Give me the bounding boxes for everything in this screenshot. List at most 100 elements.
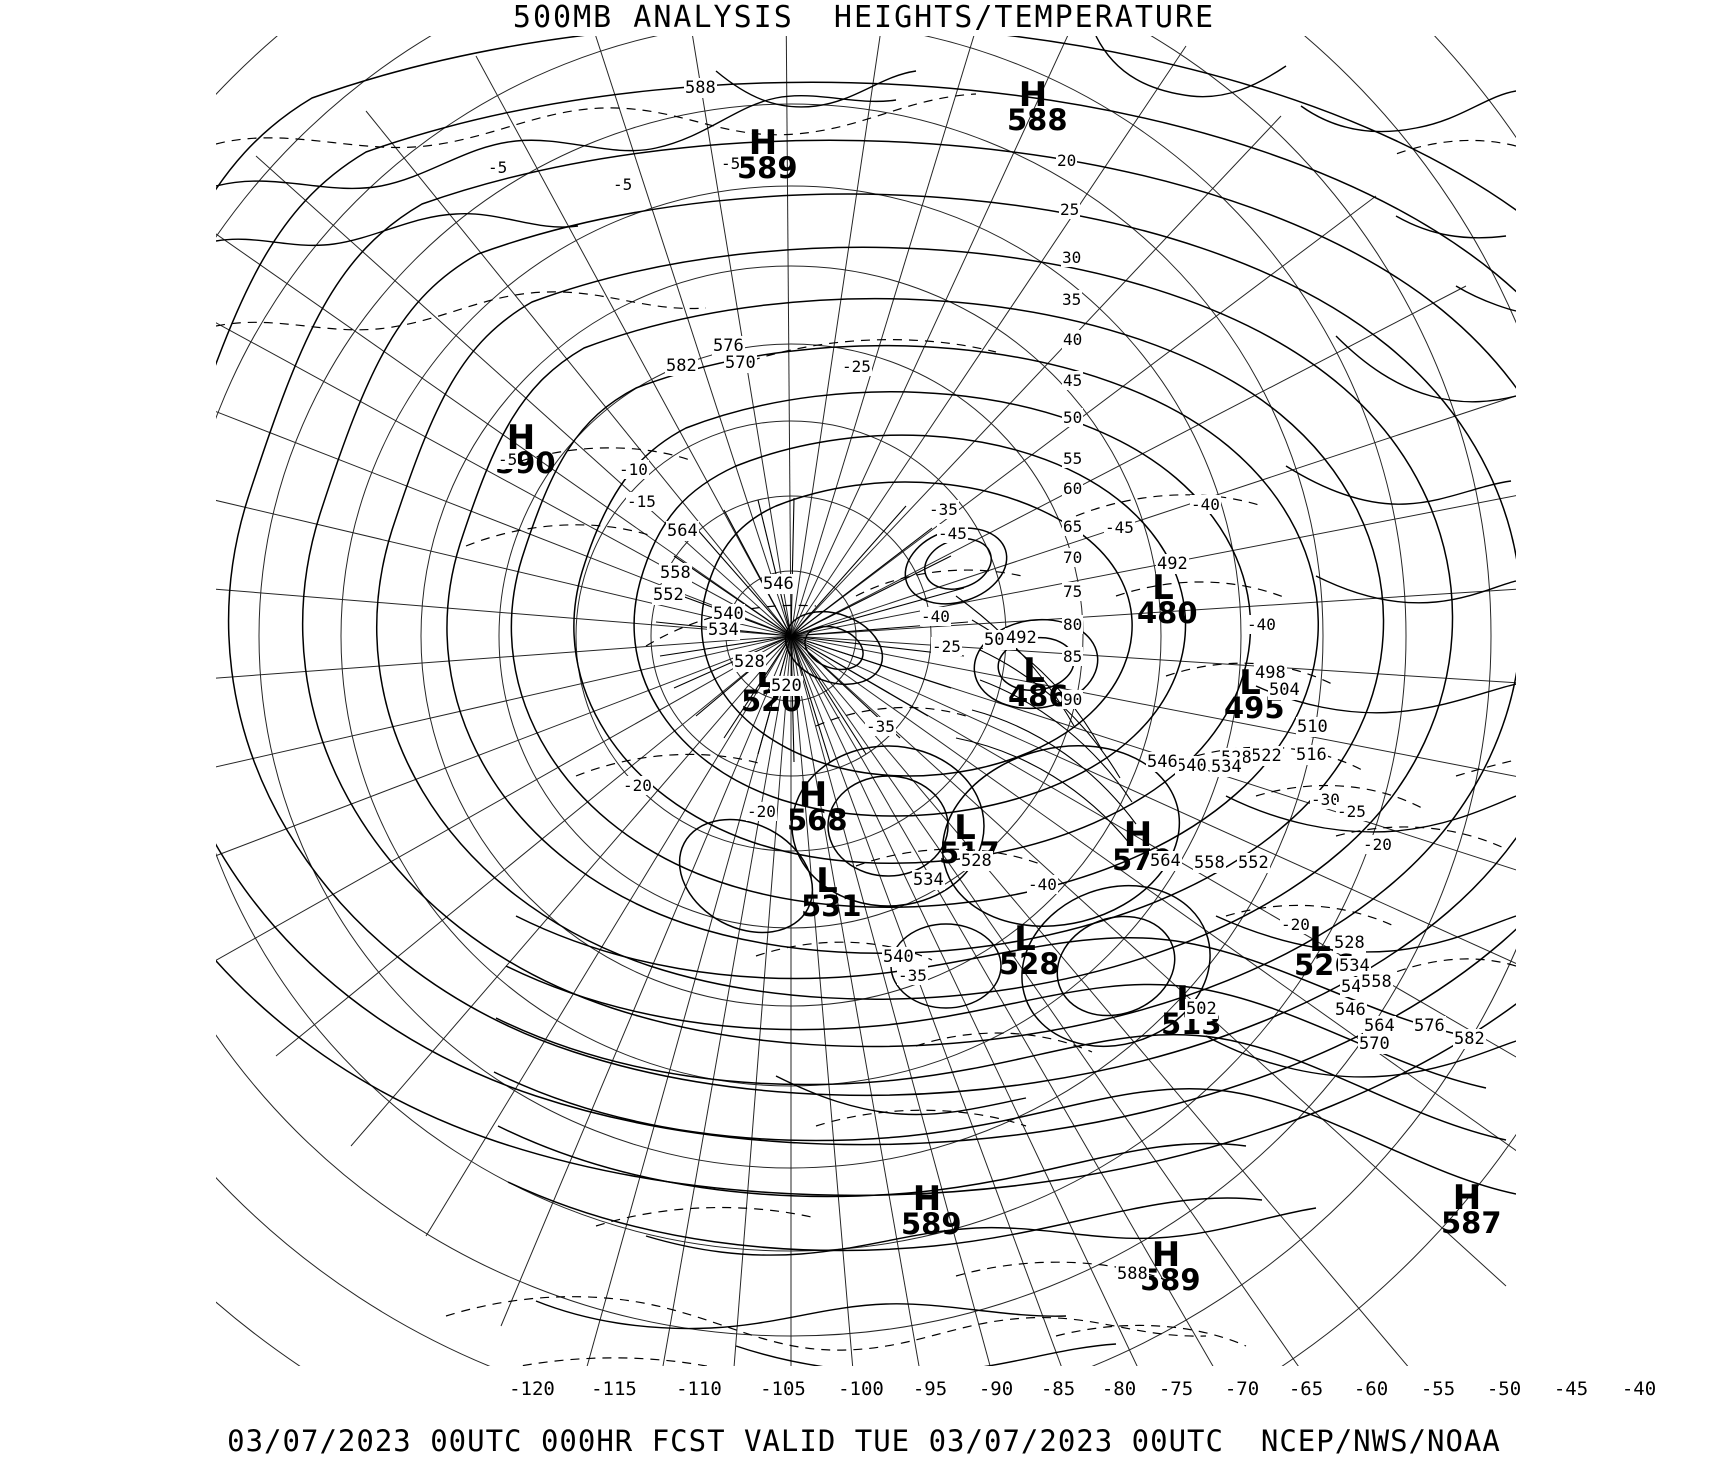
temperature-contour-label: 75 [1062,582,1084,601]
center-symbol: L [816,861,838,901]
center-symbol: H [748,123,778,163]
temperature-contour-label: 85 [1062,647,1084,666]
center-symbol: L [954,808,976,848]
longitude-tick-label: -70 [1224,1378,1260,1400]
height-contour-label: 492 [1156,554,1189,574]
longitude-tick-label: -95 [912,1378,948,1400]
longitude-tick-label: -120 [509,1378,555,1400]
temperature-contour-label: -30 [1310,790,1341,809]
longitude-tick-label: -110 [676,1378,722,1400]
longitude-tick-label: -65 [1288,1378,1324,1400]
center-value: 589 [737,151,798,185]
map-plot-area: H588H589H590L480L486L495L520H568L517H570… [216,36,1516,1366]
height-contour-label: 528 [733,652,766,672]
height-contour-label: 502 [1185,999,1218,1019]
center-symbol: L [1014,919,1036,959]
temperature-contour-label: 30 [1061,248,1083,267]
temperature-contour-label: 80 [1062,615,1084,634]
center-symbol: L [1023,651,1045,691]
longitude-tick-label: -45 [1553,1378,1589,1400]
temperature-contour-label: -45 [937,524,968,543]
temperature-contour-label: 35 [1061,290,1083,309]
height-contour-label: 546 [762,574,795,594]
temperature-contour-label: 55 [1062,449,1084,468]
temperature-contour-label: -45 [1104,518,1135,537]
center-symbol: H [798,775,828,815]
temperature-contour-label: 45 [1062,371,1084,390]
height-contour-label: 516 [1295,745,1328,765]
center-symbol: H [1123,815,1153,855]
longitude-tick-label: -75 [1158,1378,1194,1400]
pressure-center-h-568: H 568 [787,775,848,837]
temperature-contour-label: -35 [928,500,959,519]
pressure-center-h-587: H 587 [1441,1178,1502,1240]
height-contour-label: 492 [1005,628,1038,648]
height-contour-label: 534 [912,870,945,890]
longitude-tick-label: -80 [1101,1378,1137,1400]
height-contour-label: 528 [1333,933,1366,953]
temperature-contour-label: -20 [746,802,777,821]
longitude-axis: -120 -115 -110 -105 -100 -95 -90 -85 -80 -75 -70 -6… [216,1378,1656,1408]
longitude-tick-label: -85 [1040,1378,1076,1400]
pressure-center-l-528: L 528 [999,919,1060,981]
map-contour-svg [216,36,1516,1366]
temperature-contour-label: 25 [1059,200,1081,219]
center-symbol: H [1151,1235,1181,1275]
height-contour-label: 582 [1453,1029,1486,1049]
longitude-tick-label: -115 [591,1378,637,1400]
temperature-contour-label: 20 [1056,151,1078,170]
height-contour-label: 576 [712,336,745,356]
center-value: 587 [1441,1206,1502,1240]
pressure-center-l-480: L 480 [1137,571,1198,628]
pressure-center-h-588: H 588 [1007,75,1068,135]
temperature-contour-label: -5 [720,154,742,173]
height-contours [216,36,1516,1252]
pressure-center-h-589: H 589 [1140,1235,1201,1297]
temperature-contour-label: 60 [1062,479,1084,498]
height-contour-label: 534 [1210,757,1243,777]
pressure-center-h-589: H 589 [901,1179,962,1241]
center-symbol: H [1452,1178,1482,1218]
center-value: 486 [1008,679,1069,713]
height-contour-label: 570 [1358,1034,1391,1054]
temperature-contour-label: -40 [1190,495,1221,514]
temperature-contour-label: -5 [612,175,634,194]
center-value: 568 [787,803,848,837]
longitude-tick-label: -55 [1420,1378,1456,1400]
height-contour-label: 528 [960,851,993,871]
temperature-contour-label: -40 [1027,875,1058,894]
temperature-contour-label: -25 [931,637,962,656]
temperature-contour-label: -20 [622,776,653,795]
temperature-contour-label: -40 [1246,615,1277,634]
temperature-contour-label: 50 [1062,408,1084,427]
temperature-contours [216,93,1516,1366]
height-contour-label: 570 [724,353,757,373]
center-symbol: H [912,1179,942,1219]
height-contour-label: 588 [684,78,717,98]
center-value: 589 [1140,1263,1201,1297]
center-value: 589 [901,1207,962,1241]
center-value: 528 [999,947,1060,981]
center-value: 531 [801,889,862,923]
page-title: 500MB ANALYSIS HEIGHTS/TEMPERATURE [512,0,1216,35]
temperature-contour-label: -20 [1280,915,1311,934]
temperature-contour-label: 65 [1062,517,1084,536]
temperature-contour-label: -5 [497,450,519,469]
height-contour-label: 564 [1149,851,1182,871]
height-contour-label: 546 [1334,1000,1367,1020]
pressure-center-h-589: H 589 [737,123,798,185]
center-symbol: L [1309,920,1331,960]
longitude-tick-label: -60 [1353,1378,1389,1400]
height-contour-label: 576 [1413,1016,1446,1036]
temperature-contour-label: 40 [1062,330,1084,349]
height-contour-label: 558 [1360,972,1393,992]
longitude-tick-label: -105 [760,1378,806,1400]
height-contour-label: 522 [1250,746,1283,766]
center-symbol: H [1018,75,1048,115]
height-contour-label: 540 [712,604,745,624]
longitude-tick-label: -50 [1486,1378,1522,1400]
temperature-contour-label: 70 [1062,548,1084,567]
temperature-contour-label: -25 [841,357,872,376]
pressure-center-l-486: L 486 [1008,651,1069,713]
